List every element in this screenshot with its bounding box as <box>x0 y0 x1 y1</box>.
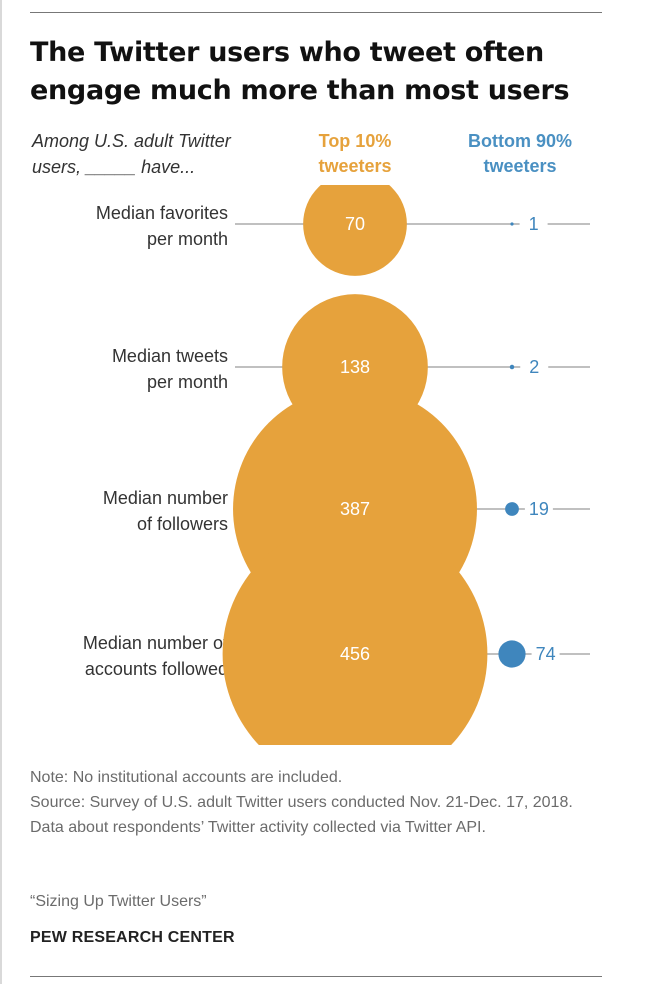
chart-subtitle: Among U.S. adult Twitter users, _____ ha… <box>32 131 231 177</box>
column-header-top-10: Top 10% tweeters <box>318 131 392 176</box>
value-label-top-10: 138 <box>340 357 370 377</box>
chart-title: The Twitter users who tweet often engage… <box>30 37 570 106</box>
row-label: Median number of <box>83 633 229 653</box>
value-label-top-10: 387 <box>340 499 370 519</box>
value-label-bottom-90: 74 <box>536 644 556 664</box>
organization-name: PEW RESEARCH CENTER <box>30 929 235 946</box>
bubble-bottom-90 <box>498 640 526 668</box>
bottom-rule <box>30 976 602 977</box>
top-rule <box>30 12 602 13</box>
row-label: Median tweets <box>112 346 228 366</box>
bubble-bottom-90 <box>510 222 514 226</box>
row-label: per month <box>147 229 228 249</box>
bubble-bottom-90 <box>505 502 519 516</box>
source-text: Source: Survey of U.S. adult Twitter use… <box>30 794 573 836</box>
row-label: Median number <box>103 488 228 508</box>
row-label: per month <box>147 372 228 392</box>
value-label-bg <box>519 213 548 235</box>
footnote: Note: No institutional accounts are incl… <box>30 765 605 840</box>
value-label-bottom-90: 19 <box>529 499 549 519</box>
note-text: Note: No institutional accounts are incl… <box>30 769 343 786</box>
bubble-top-10 <box>222 521 488 745</box>
bubble-top-10 <box>303 185 407 276</box>
value-label-bg <box>520 356 549 378</box>
row-label: accounts followed <box>85 659 228 679</box>
value-label-bottom-90: 2 <box>529 357 539 377</box>
value-label-bg <box>531 643 560 665</box>
column-header-bottom-90: Bottom 90% tweeters <box>467 131 572 176</box>
report-title: “Sizing Up Twitter Users” <box>30 893 207 910</box>
bubble-chart: Median favorites per month 70 1 Median tweet… <box>83 185 590 745</box>
value-label-bg <box>524 498 553 520</box>
left-border <box>0 0 2 984</box>
value-label-bottom-90: 1 <box>529 214 539 234</box>
row-label: Median favorites <box>96 203 228 223</box>
bubble-bottom-90 <box>509 364 515 370</box>
row-label: of followers <box>137 514 228 534</box>
value-label-top-10: 456 <box>340 644 370 664</box>
value-label-top-10: 70 <box>345 214 365 234</box>
